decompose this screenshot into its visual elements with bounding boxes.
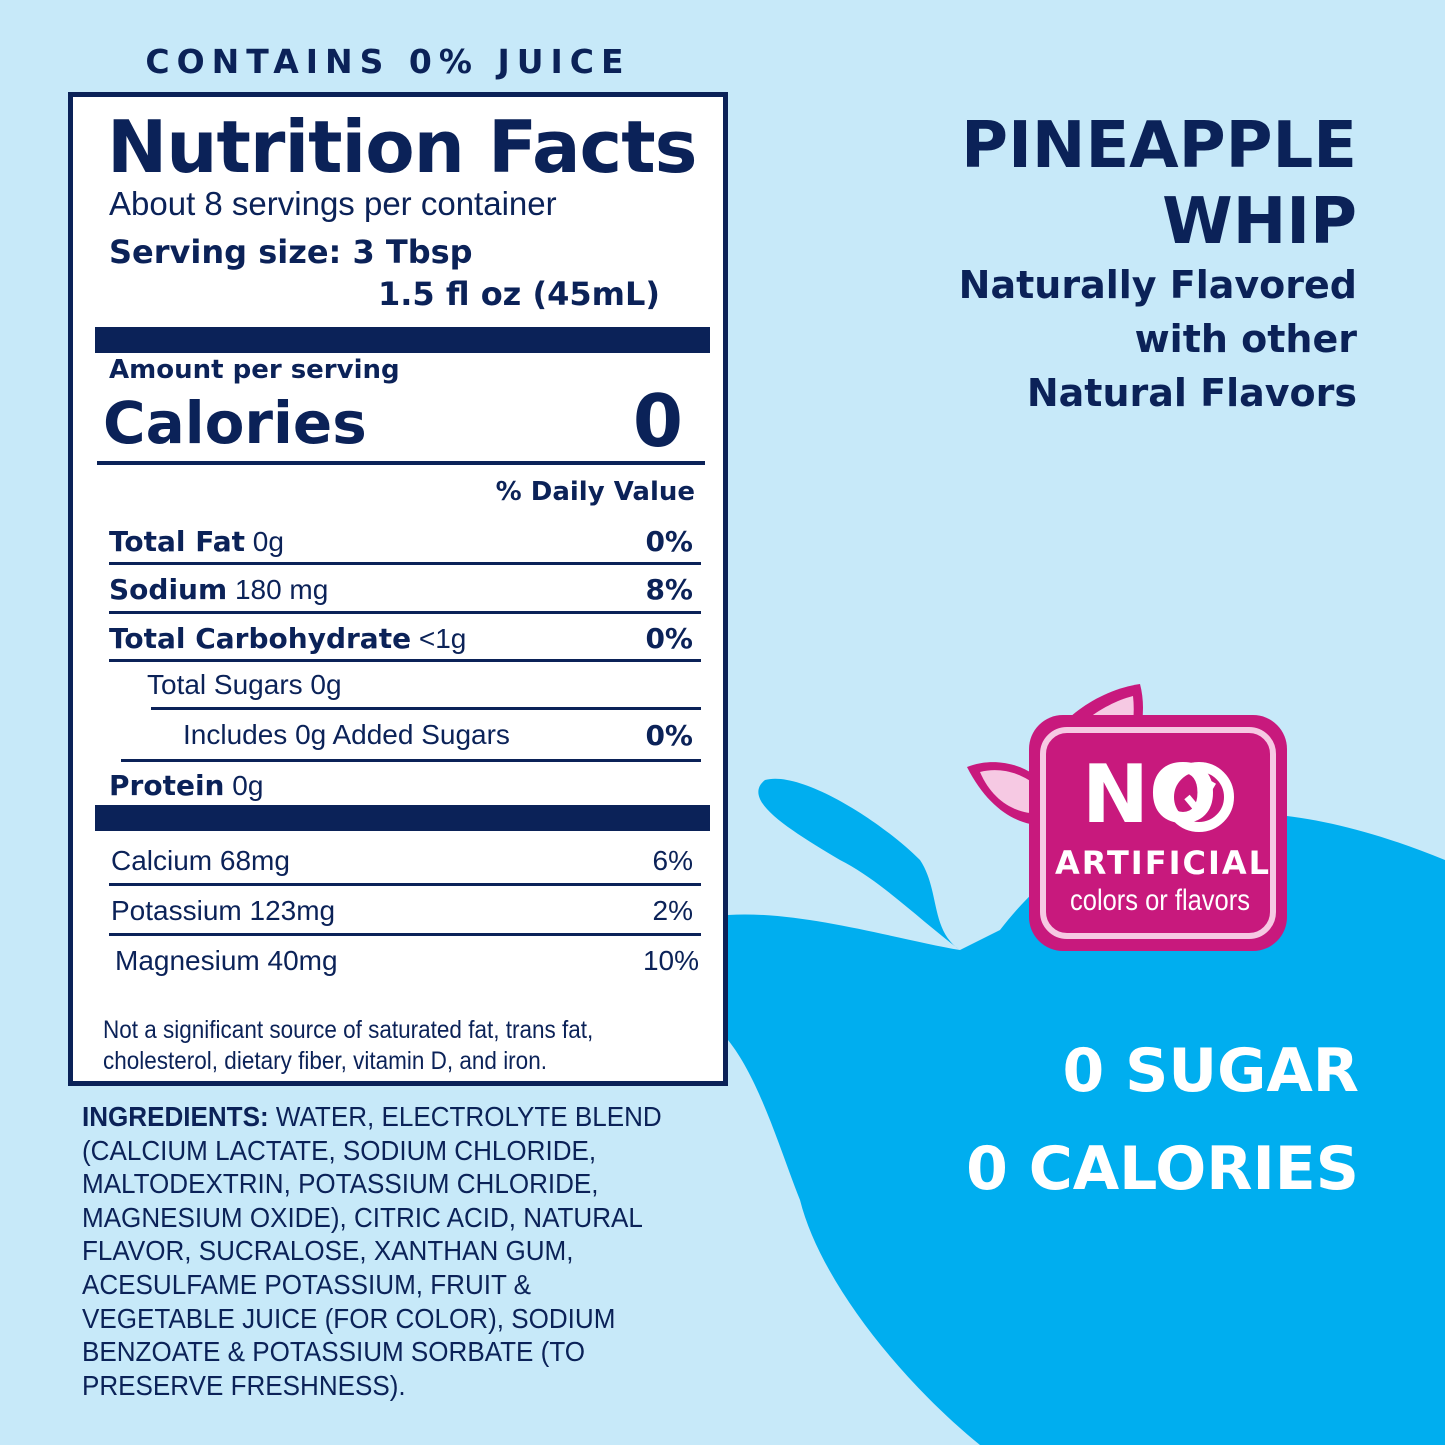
nutrient-row: Total Carbohydrate <1g 0% — [109, 622, 693, 655]
footnote: Not a significant source of saturated fa… — [103, 1016, 594, 1075]
flavor-line1: Naturally Flavored — [958, 263, 1357, 307]
divider — [109, 883, 701, 886]
nutrition-title: Nutrition Facts — [107, 105, 698, 189]
divider — [109, 611, 701, 614]
thick-divider — [95, 327, 710, 353]
divider — [97, 461, 705, 465]
nutrient-row: Includes 0g Added Sugars 0% — [183, 719, 693, 752]
serving-size: Serving size: 3 Tbsp — [109, 233, 473, 271]
checkmark-icon — [1164, 762, 1234, 832]
divider — [121, 759, 701, 762]
calories-value: 0 — [632, 379, 683, 463]
mineral-row: Magnesium 40mg 10% — [115, 945, 699, 976]
divider — [109, 933, 701, 936]
nutrient-row: Total Sugars 0g — [147, 669, 342, 700]
nutrition-facts-panel: Nutrition Facts About 8 servings per con… — [68, 92, 728, 1086]
servings-per-container: About 8 servings per container — [109, 185, 557, 222]
claim-sugar: 0 SUGAR — [1062, 1036, 1359, 1106]
mineral-row: Calcium 68mg 6% — [111, 845, 693, 876]
nutrient-row: Sodium 180 mg 8% — [109, 573, 693, 606]
no-artificial-badge: NO ARTIFICIAL colors or flavors — [965, 682, 1290, 952]
ingredients: INGREDIENTS: WATER, ELECTROLYTE BLEND (C… — [82, 1101, 662, 1401]
juice-claim: CONTAINS 0% JUICE — [145, 42, 631, 81]
mineral-row: Potassium 123mg 2% — [111, 895, 693, 926]
claim-calories: 0 CALORIES — [966, 1134, 1359, 1204]
serving-size-alt: 1.5 fl oz (45mL) — [378, 275, 660, 313]
divider — [109, 659, 701, 662]
divider — [151, 707, 701, 710]
calories-label: Calories — [103, 389, 367, 457]
nutrient-row: Total Fat 0g 0% — [109, 525, 693, 558]
claims: 0 SUGAR 0 CALORIES — [966, 1022, 1359, 1218]
flavor-line2: with other — [1134, 317, 1357, 361]
daily-value-header: % Daily Value — [495, 477, 695, 507]
amount-per-serving: Amount per serving — [109, 355, 400, 385]
badge-no: NO — [1082, 748, 1217, 841]
thick-divider — [95, 805, 710, 831]
badge-colors-flavors: colors or flavors — [1070, 884, 1250, 917]
product-name-line1: PINEAPPLE — [961, 109, 1357, 183]
badge-artificial: ARTIFICIAL — [1055, 844, 1272, 882]
flavor-line3: Natural Flavors — [1026, 371, 1357, 415]
nutrient-row: Protein 0g — [109, 769, 264, 802]
product-name-line2: WHIP — [1162, 185, 1357, 259]
divider — [109, 562, 701, 565]
